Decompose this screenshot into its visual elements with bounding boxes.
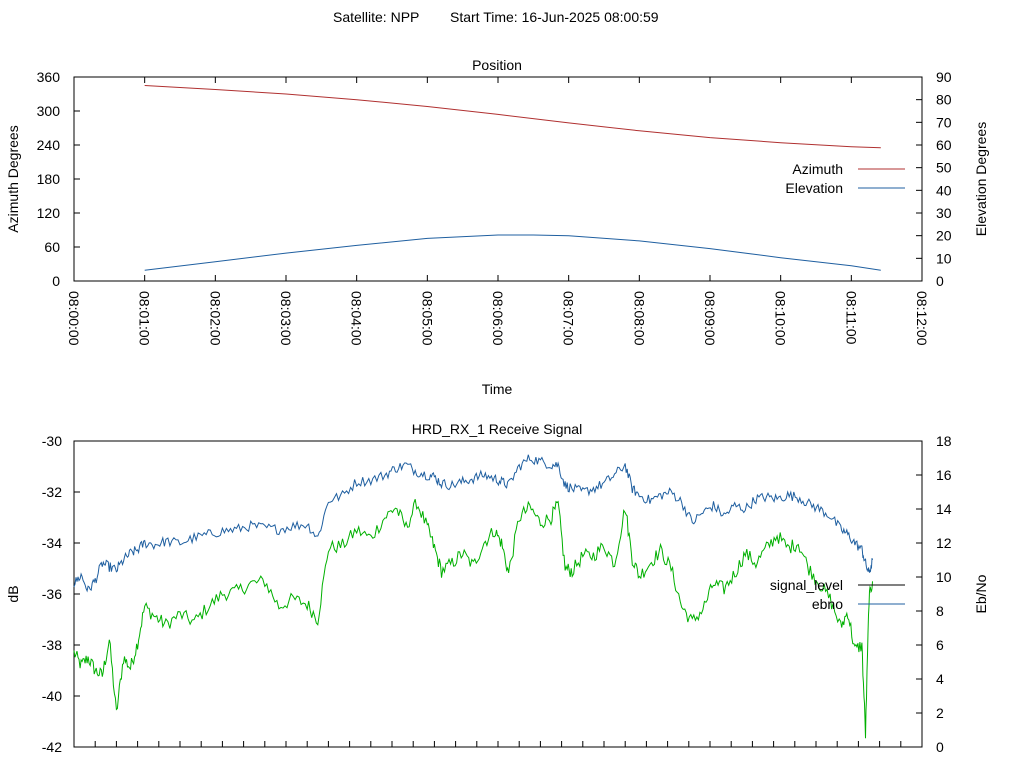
- position-y2-tick-label: 0: [936, 273, 944, 289]
- signal-y-tick-label: -42: [42, 739, 62, 755]
- position-y2-tick-labels: 0 10 20 30 40 50 60 70 80 90: [936, 69, 952, 289]
- position-x-tick-label: 08:12:00: [914, 291, 930, 346]
- signal-y2-tick-label: 0: [936, 739, 944, 755]
- signal-level-series-line: [73, 499, 873, 739]
- signal-y-tick-label: -36: [42, 586, 62, 602]
- position-plot-frame: [73, 76, 923, 282]
- signal-y-tick-label: -40: [42, 688, 62, 704]
- signal-y2-tick-label: 8: [936, 603, 944, 619]
- signal-y-tick-label: -38: [42, 637, 62, 653]
- position-y2-tick-label: 90: [936, 69, 952, 85]
- signal-y-tick-label: -34: [42, 535, 62, 551]
- azimuth-series-line: [144, 85, 881, 149]
- legend-ebno-label: ebno: [812, 596, 843, 612]
- position-x-tick-label: 08:09:00: [702, 291, 718, 346]
- position-chart-title: Position: [472, 57, 522, 73]
- signal-tick-marks: [73, 440, 923, 748]
- ebno-series-line: [73, 454, 873, 593]
- position-y-tick-label: 120: [37, 205, 61, 221]
- position-x-tick-label: 08:03:00: [278, 291, 294, 346]
- position-y2-tick-label: 50: [936, 160, 952, 176]
- signal-chart: HRD_RX_1 Receive Signal -42-40-38-36-34-…: [5, 421, 989, 755]
- position-y2-axis-label: Elevation Degrees: [973, 122, 989, 236]
- signal-y2-tick-label: 4: [936, 671, 944, 687]
- elevation-series-line: [144, 234, 881, 271]
- position-y-tick-label: 300: [37, 103, 61, 119]
- position-y-tick-labels: 0 60 120 180 240 300 360: [37, 69, 61, 289]
- signal-y2-tick-label: 6: [936, 637, 944, 653]
- position-y2-tick-label: 30: [936, 205, 952, 221]
- position-x-tick-label: 08:10:00: [773, 291, 789, 346]
- position-y-tick-label: 360: [37, 69, 61, 85]
- position-series: [144, 85, 881, 271]
- signal-chart-title: HRD_RX_1 Receive Signal: [412, 421, 582, 437]
- start-time-label: Start Time: 16-Jun-2025 08:00:59: [450, 9, 659, 25]
- position-x-axis-label: Time: [482, 381, 513, 397]
- position-x-tick-label: 08:01:00: [137, 291, 153, 346]
- signal-y-axis-label: dB: [5, 585, 21, 602]
- signal-y2-tick-label: 16: [936, 467, 952, 483]
- position-x-tick-label: 08:04:00: [349, 291, 365, 346]
- position-y-tick-label: 60: [44, 239, 60, 255]
- position-x-tick-labels: 08:00:00 08:01:00 08:02:00 08:03:00 08:04:00…: [66, 291, 930, 346]
- position-chart: Position 0 60 120 180 240 300 360 0 10 20 30 40 50 6…: [5, 57, 989, 397]
- position-y2-tick-label: 40: [936, 182, 952, 198]
- position-x-tick-label: 08:08:00: [631, 291, 647, 346]
- position-y2-tick-label: 60: [936, 137, 952, 153]
- signal-y2-axis-label: Eb/No: [973, 574, 989, 613]
- legend-signal-level-label: signal_level: [770, 577, 843, 593]
- position-legend: Azimuth Elevation: [785, 161, 905, 196]
- signal-y2-tick-label: 14: [936, 501, 952, 517]
- signal-y-tick-labels: -42 -40 -38 -36 -34 -32 -30: [42, 433, 62, 755]
- position-y-tick-label: 0: [52, 273, 60, 289]
- position-y-tick-label: 180: [37, 171, 61, 187]
- signal-y-tick-label: -32: [42, 484, 62, 500]
- position-y-tick-label: 240: [37, 137, 61, 153]
- signal-y2-tick-label: 18: [936, 433, 952, 449]
- position-x-tick-label: 08:07:00: [561, 291, 577, 346]
- position-y2-tick-label: 20: [936, 228, 952, 244]
- position-y-axis-label: Azimuth Degrees: [5, 125, 21, 232]
- position-x-tick-label: 08:02:00: [207, 291, 223, 346]
- signal-y2-tick-label: 10: [936, 569, 952, 585]
- position-x-tick-label: 08:06:00: [490, 291, 506, 346]
- legend-elevation-label: Elevation: [785, 180, 843, 196]
- position-y2-tick-label: 80: [936, 92, 952, 108]
- signal-y2-tick-labels: 0 2 4 6 8 10 12 14 16 18: [936, 433, 952, 755]
- satellite-label: Satellite: NPP: [333, 9, 419, 25]
- signal-y2-tick-label: 2: [936, 705, 944, 721]
- position-x-tick-label: 08:05:00: [419, 291, 435, 346]
- signal-series: [73, 454, 873, 739]
- position-x-tick-label: 08:11:00: [843, 291, 859, 345]
- signal-y-tick-label: -30: [42, 433, 62, 449]
- signal-y2-tick-label: 12: [936, 535, 952, 551]
- position-tick-marks: [73, 76, 923, 282]
- signal-plot-frame: [73, 440, 923, 748]
- position-y2-tick-label: 10: [936, 250, 952, 266]
- signal-legend: signal_level ebno: [770, 577, 905, 612]
- position-y2-tick-label: 70: [936, 114, 952, 130]
- position-x-tick-label: 08:00:00: [66, 291, 82, 346]
- legend-azimuth-label: Azimuth: [792, 161, 843, 177]
